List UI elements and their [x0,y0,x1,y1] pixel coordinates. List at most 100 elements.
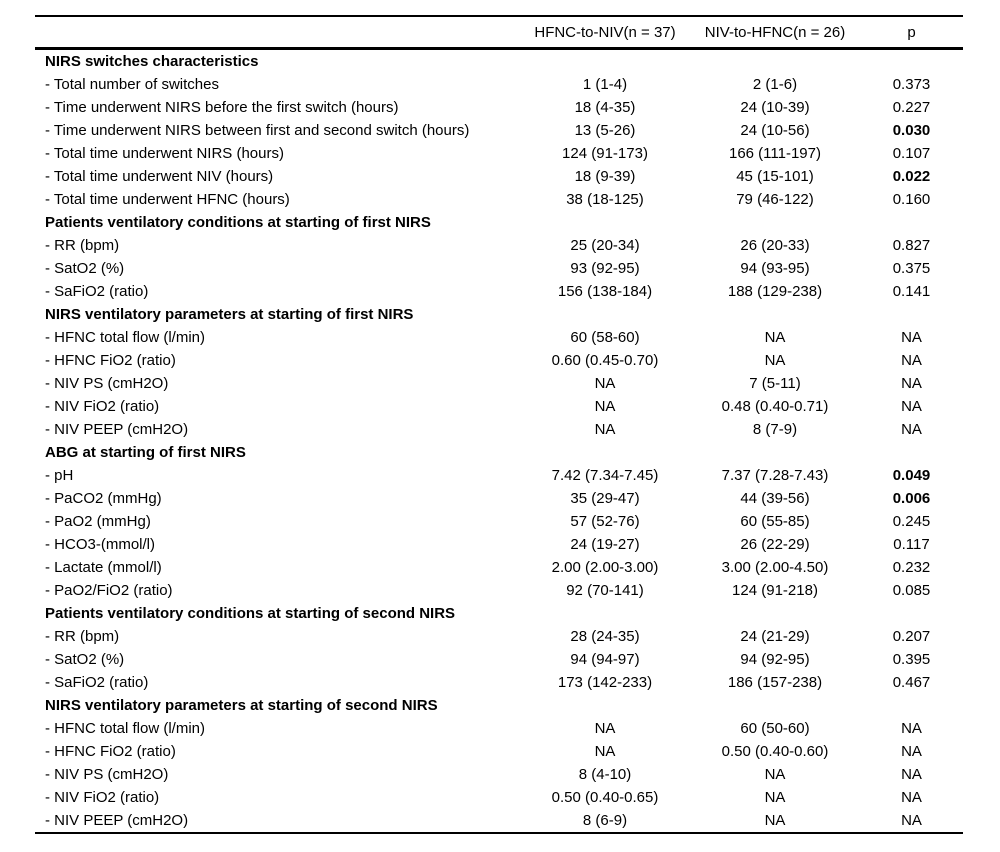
p-value: NA [901,329,922,346]
value-hfnc-to-niv: NA [594,421,616,438]
row-label: - HFNC FiO2 (ratio) [45,743,176,760]
row-label: - Total time underwent NIRS (hours) [45,145,284,162]
value-niv-to-hfnc: 45 (15-101) [736,168,814,185]
clinical-comparison-table: HFNC-to-NIV(n = 37) NIV-to-HFNC(n = 26) … [35,15,963,834]
value-niv-to-hfnc: 3.00 (2.00-4.50) [721,559,829,576]
row-label: - SaFiO2 (ratio) [45,283,149,300]
table-body: NIRS switches characteristics - Total num… [35,50,963,832]
value-niv-to-hfnc: NA [764,789,786,806]
value-niv-to-hfnc: 26 (22-29) [740,536,810,553]
value-niv-to-hfnc: 0.48 (0.40-0.71) [721,398,829,415]
value-hfnc-to-niv: 24 (19-27) [570,536,640,553]
table-row: - HFNC FiO2 (ratio) 0.60 (0.45-0.70) NA NA [35,349,963,372]
table-header-row: HFNC-to-NIV(n = 37) NIV-to-HFNC(n = 26) … [35,17,963,47]
table-row: - SaFiO2 (ratio) 156 (138-184) 188 (129-23… [35,280,963,303]
p-value: 0.117 [893,536,930,553]
p-value: 0.141 [892,283,931,300]
p-value: 0.373 [892,76,931,93]
header-col-hfnc-to-niv: HFNC-to-NIV(n = 37) [534,23,676,41]
table-row: - Total time underwent NIRS (hours) 124 (… [35,142,963,165]
section-header-row: Patients ventilatory conditions at start… [35,211,963,234]
table-row: - Time underwent NIRS between first and … [35,119,963,142]
row-label: - PaO2/FiO2 (ratio) [45,582,173,599]
table-row: - Total time underwent NIV (hours) 18 (9-… [35,165,963,188]
table-row: - Total number of switches 1 (1-4) 2 (1-6)… [35,73,963,96]
value-hfnc-to-niv: 28 (24-35) [570,628,640,645]
value-hfnc-to-niv: 0.60 (0.45-0.70) [551,352,659,369]
row-label: - Time underwent NIRS between first and … [45,122,470,139]
table-row: - NIV FiO2 (ratio) NA 0.48 (0.40-0.71) NA [35,395,963,418]
row-label: - NIV PS (cmH2O) [45,766,169,783]
header-rule [35,47,963,50]
value-hfnc-to-niv: 0.50 (0.40-0.65) [551,789,659,806]
section-title: NIRS ventilatory parameters at starting … [45,697,438,714]
table-row: - NIV PEEP (cmH2O) NA 8 (7-9) NA [35,418,963,441]
p-value: NA [901,766,922,783]
value-niv-to-hfnc: 79 (46-122) [736,191,814,208]
value-niv-to-hfnc: 24 (21-29) [740,628,810,645]
value-niv-to-hfnc: 0.50 (0.40-0.60) [721,743,829,760]
table-row: - PaO2/FiO2 (ratio) 92 (70-141) 124 (91-21… [35,579,963,602]
value-hfnc-to-niv: 18 (4-35) [574,99,636,116]
value-hfnc-to-niv: 8 (4-10) [578,766,632,783]
value-hfnc-to-niv: 92 (70-141) [566,582,644,599]
row-label: - NIV PS (cmH2O) [45,375,169,392]
value-hfnc-to-niv: 57 (52-76) [570,513,640,530]
section-title: NIRS ventilatory parameters at starting … [45,306,414,323]
section-title: Patients ventilatory conditions at start… [45,605,456,622]
row-label: - Total time underwent HFNC (hours) [45,191,290,208]
value-hfnc-to-niv: 18 (9-39) [574,168,636,185]
p-value: NA [901,421,922,438]
value-niv-to-hfnc: 186 (157-238) [727,674,823,691]
p-value: 0.375 [892,260,931,277]
value-niv-to-hfnc: 44 (39-56) [740,490,810,507]
row-label: - SaFiO2 (ratio) [45,674,149,691]
p-value: 0.245 [892,513,931,530]
value-niv-to-hfnc: NA [764,766,786,783]
row-label: - NIV PEEP (cmH2O) [45,812,189,829]
p-value: NA [901,352,922,369]
value-hfnc-to-niv: 1 (1-4) [582,76,628,93]
value-niv-to-hfnc: 188 (129-238) [727,283,823,300]
table-row: - HCO3-(mmol/l) 24 (19-27) 26 (22-29) 0.117 [35,533,963,556]
p-value: 0.049 [892,467,931,484]
row-label: - HFNC total flow (l/min) [45,720,206,737]
section-header-row: NIRS ventilatory parameters at starting … [35,303,963,326]
p-value: NA [901,812,922,829]
p-value: 0.085 [892,582,931,599]
p-value: NA [901,789,922,806]
table-row: - Total time underwent HFNC (hours) 38 (1… [35,188,963,211]
value-niv-to-hfnc: 94 (93-95) [740,260,810,277]
value-niv-to-hfnc: 7 (5-11) [749,375,801,392]
p-value: 0.467 [892,674,931,691]
bottom-rule [35,832,963,834]
table-row: - SatO2 (%) 93 (92-95) 94 (93-95) 0.375 [35,257,963,280]
p-value: 0.207 [892,628,931,645]
value-hfnc-to-niv: 13 (5-26) [574,122,636,139]
value-niv-to-hfnc: 60 (55-85) [740,513,810,530]
value-hfnc-to-niv: 93 (92-95) [570,260,640,277]
row-label: - RR (bpm) [45,628,120,645]
table-row: - RR (bpm) 25 (20-34) 26 (20-33) 0.827 [35,234,963,257]
p-value: 0.022 [892,168,931,185]
value-hfnc-to-niv: 38 (18-125) [566,191,644,208]
row-label: - NIV PEEP (cmH2O) [45,421,189,438]
value-niv-to-hfnc: 166 (111-197) [728,145,821,162]
table-row: - HFNC FiO2 (ratio) NA 0.50 (0.40-0.60) NA [35,740,963,763]
value-hfnc-to-niv: 7.42 (7.34-7.45) [551,467,659,484]
row-label: - HFNC FiO2 (ratio) [45,352,176,369]
row-label: - pH [45,467,74,484]
value-hfnc-to-niv: 124 (91-173) [562,145,648,162]
row-label: - Lactate (mmol/l) [45,559,162,576]
table-row: - pH 7.42 (7.34-7.45) 7.37 (7.28-7.43) 0.04… [35,464,963,487]
table-row: - SaFiO2 (ratio) 173 (142-233) 186 (157-23… [35,671,963,694]
value-hfnc-to-niv: NA [594,743,616,760]
value-niv-to-hfnc: 2 (1-6) [752,76,798,93]
value-hfnc-to-niv: 25 (20-34) [570,237,640,254]
value-niv-to-hfnc: 124 (91-218) [732,582,818,599]
table-row: - Time underwent NIRS before the first s… [35,96,963,119]
p-value: 0.232 [892,559,931,576]
table-row: - RR (bpm) 28 (24-35) 24 (21-29) 0.207 [35,625,963,648]
value-hfnc-to-niv: 2.00 (2.00-3.00) [551,559,659,576]
value-niv-to-hfnc: 7.37 (7.28-7.43) [721,467,829,484]
